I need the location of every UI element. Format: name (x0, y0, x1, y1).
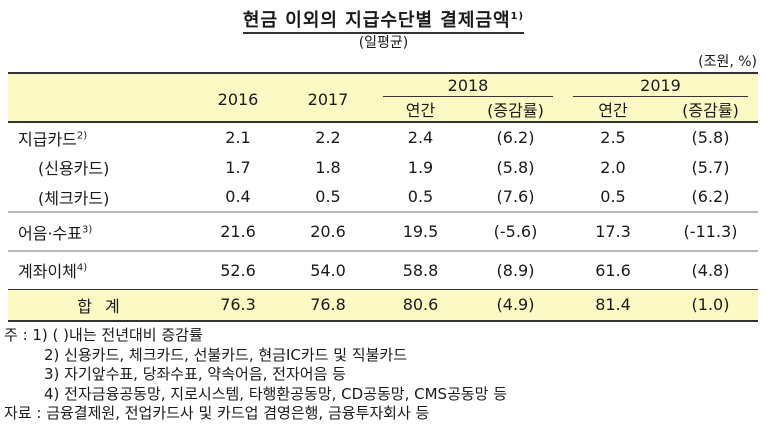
title-footnote: 1) (510, 11, 525, 22)
total-row: 합 계 76.3 76.8 80.6 (4.9) 81.4 (1.0) (8, 288, 758, 322)
cell: 0.5 (563, 182, 663, 213)
cell: 2.5 (600, 128, 626, 147)
cell: 2.1 (225, 128, 251, 147)
cell: (5.8) (691, 128, 730, 147)
cell: (8.9) (496, 260, 535, 280)
row-label: 지급카드2) (18, 129, 88, 149)
cell: (1.0) (663, 288, 758, 322)
row-label: (체크카드) (8, 182, 193, 213)
cell: (6.2) (663, 182, 758, 213)
header-year-2019: 2019 (563, 72, 758, 97)
unit-label: (조원, %) (698, 54, 757, 70)
header-2019-growth: (증감률) (663, 97, 758, 123)
row-label: 계좌이체4) (18, 262, 88, 282)
cell: 0.4 (193, 182, 283, 213)
table-row: (신용카드) 1.7 1.8 1.9 (5.8) 2.0 (5.7) (8, 152, 758, 182)
row-label: 어음·수표3) (8, 212, 193, 252)
cell: 54.0 (310, 260, 346, 280)
cell: (5.8) (496, 157, 535, 177)
header-year-2018: 2018 (373, 72, 563, 97)
footnote-3: 3) 자기앞수표, 당좌수표, 약속어음, 전자어음 등 (44, 365, 346, 383)
cell: 1.8 (315, 157, 341, 177)
cell: (7.6) (468, 182, 563, 213)
cell: (6.2) (496, 128, 535, 147)
table-row: (체크카드) 0.4 0.5 0.5 (7.6) 0.5 (6.2) (8, 182, 758, 213)
cell: 80.6 (373, 288, 468, 322)
cell: (-5.6) (468, 212, 563, 252)
cell: 0.5 (283, 182, 373, 213)
table-row: 어음·수표3) 21.6 20.6 19.5 (-5.6) 17.3 (-11.… (8, 212, 758, 252)
cell: 17.3 (563, 212, 663, 252)
footnote-1: 주 : 1) ( )내는 전년대비 증감률 (4, 326, 203, 344)
table-row: 지급카드2) 2.1 2.2 2.4 (6.2) 2.5 (5.8) (8, 122, 758, 152)
table-title: 현금 이외의 지급수단별 결제금액1) (0, 6, 767, 34)
cell: 1.7 (225, 157, 251, 177)
cell: 52.6 (220, 260, 256, 280)
cell: 2.2 (315, 128, 341, 147)
header-2019-annual: 연간 (563, 97, 663, 123)
cell: 58.8 (402, 260, 439, 280)
cell: (4.8) (691, 260, 730, 280)
cell: 21.6 (193, 212, 283, 252)
cell: 81.4 (563, 288, 663, 322)
header-year-2016: 2016 (193, 72, 283, 123)
header-2018-growth: (증감률) (468, 97, 563, 123)
cell: 61.6 (595, 260, 631, 280)
cell: 2.4 (407, 128, 434, 147)
cell: (-11.3) (663, 212, 758, 252)
footnotes: 주 : 1) ( )내는 전년대비 증감률 2) 신용카드, 체크카드, 선불카… (4, 326, 507, 424)
payment-table: 2016 2017 2018 2019 연간 (증감률) 연간 (증감률) 지급… (8, 72, 758, 322)
cell: 76.3 (193, 288, 283, 322)
cell: (5.7) (691, 157, 730, 177)
footnote-2: 2) 신용카드, 체크카드, 선불카드, 현금IC카드 및 직불카드 (44, 345, 408, 364)
cell: 19.5 (373, 212, 468, 252)
cell: 20.6 (283, 212, 373, 252)
subtitle: (일평균) (358, 35, 409, 51)
table-row: 계좌이체4) 52.6 54.0 58.8 (8.9) 61.6 (4.8) (8, 251, 758, 289)
footnote-4: 4) 전자금융공동망, 지로시스템, 타행환공동망, CD공동망, CMS공동망… (44, 384, 508, 403)
header-blank (8, 72, 193, 123)
cell: 2.0 (600, 157, 626, 177)
cell: (4.9) (468, 288, 563, 322)
source-note: 자료 : 금융결제원, 전업카드사 및 카드업 겸영은행, 금융투자회사 등 (4, 404, 430, 422)
cell: 76.8 (283, 288, 373, 322)
title-text: 현금 이외의 지급수단별 결제금액 (242, 10, 511, 31)
cell: 0.5 (373, 182, 468, 213)
total-label: 합 계 (8, 288, 193, 322)
row-label: (신용카드) (38, 159, 110, 178)
header-2018-annual: 연간 (373, 97, 468, 123)
cell: 1.9 (407, 157, 434, 177)
header-year-2017: 2017 (283, 72, 373, 123)
